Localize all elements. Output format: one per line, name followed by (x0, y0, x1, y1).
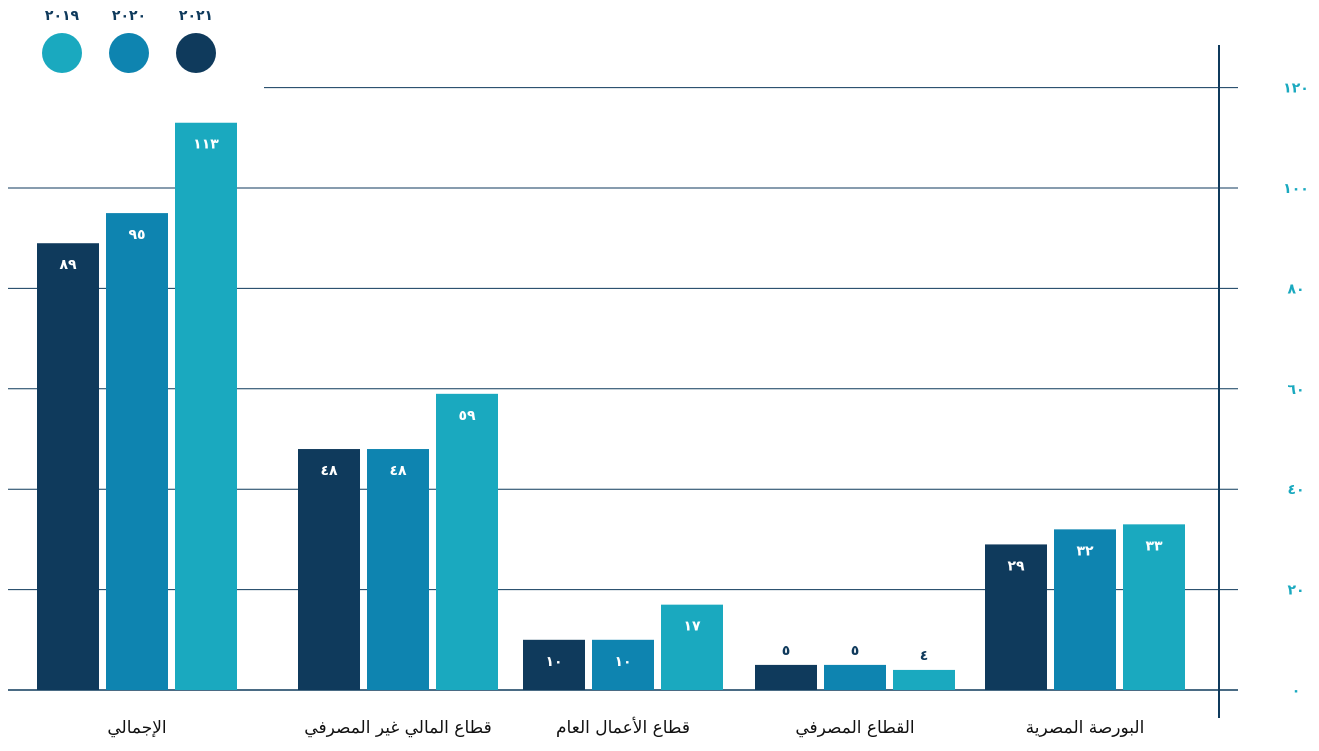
bar (523, 639, 585, 690)
bar (436, 393, 498, 690)
y-tick-label: ١٢٠ (1283, 81, 1309, 97)
legend-swatch (42, 33, 82, 73)
legend-label: ٢٠٢١ (179, 8, 213, 24)
y-tick-label: ٢٠ (1287, 583, 1304, 599)
y-tick-label: ٨٠ (1287, 281, 1304, 297)
data-label: ٩٥ (128, 227, 145, 243)
bar (893, 669, 955, 690)
bar (106, 213, 168, 690)
bar (985, 544, 1047, 690)
bar (824, 664, 886, 690)
bar (37, 243, 99, 690)
y-tick-label: ٦٠ (1287, 382, 1304, 398)
legend-swatch (176, 33, 216, 73)
legend-swatch (109, 33, 149, 73)
category-label: قطاع المالي غير المصرفي (304, 718, 491, 738)
bar (592, 639, 654, 690)
data-label: ٣٢ (1076, 543, 1094, 559)
category-label: الإجمالي (107, 718, 166, 738)
legend-label: ٢٠٢٠ (112, 8, 146, 24)
data-label: ١٠ (614, 654, 631, 670)
data-label: ١١٣ (193, 137, 219, 153)
data-label: ٣٣ (1145, 538, 1163, 554)
data-label: ٤٨ (320, 463, 338, 479)
y-tick-label: ١٠٠ (1283, 181, 1309, 197)
bar (175, 122, 237, 691)
category-labels: البورصة المصرية القطاع المصرفي قطاع الأعما… (107, 717, 1144, 738)
bars (37, 122, 1185, 691)
y-tick-label: ٤٠ (1287, 482, 1304, 498)
bar (298, 449, 360, 690)
data-label: ٥ (851, 643, 860, 659)
data-label: ١٠ (545, 654, 562, 670)
data-label: ٥ (782, 643, 791, 659)
data-label: ٤٨ (389, 463, 407, 479)
data-label: ٨٩ (59, 257, 77, 273)
bar (755, 664, 817, 690)
data-label: ٢٩ (1007, 558, 1025, 574)
bar (1054, 529, 1116, 690)
bar (1123, 524, 1185, 690)
bar (367, 449, 429, 690)
bar (661, 604, 723, 690)
legend-label: ٢٠١٩ (45, 8, 80, 24)
category-label: البورصة المصرية (1026, 718, 1145, 738)
data-label: ١٧ (683, 619, 701, 635)
y-tick-labels: ٠ ٢٠ ٤٠ ٦٠ ٨٠ ١٠٠ ١٢٠ (1283, 81, 1309, 699)
category-label: قطاع الأعمال العام (556, 717, 690, 738)
category-label: القطاع المصرفي (795, 718, 914, 738)
y-tick-label: ٠ (1292, 683, 1301, 699)
data-label: ٥٩ (458, 408, 476, 424)
legend: ٢٠١٩ ٢٠٢٠ ٢٠٢١ (42, 8, 216, 73)
data-label: ٤ (920, 648, 929, 664)
data-labels: ٢٩ ٣٢ ٣٣ ٥ ٥ ٤ ١٠ ١٠ ١٧ ٤٨ ٤٨ ٥٩ ٨٩ ٩٥ ١١٣ (59, 137, 1163, 670)
